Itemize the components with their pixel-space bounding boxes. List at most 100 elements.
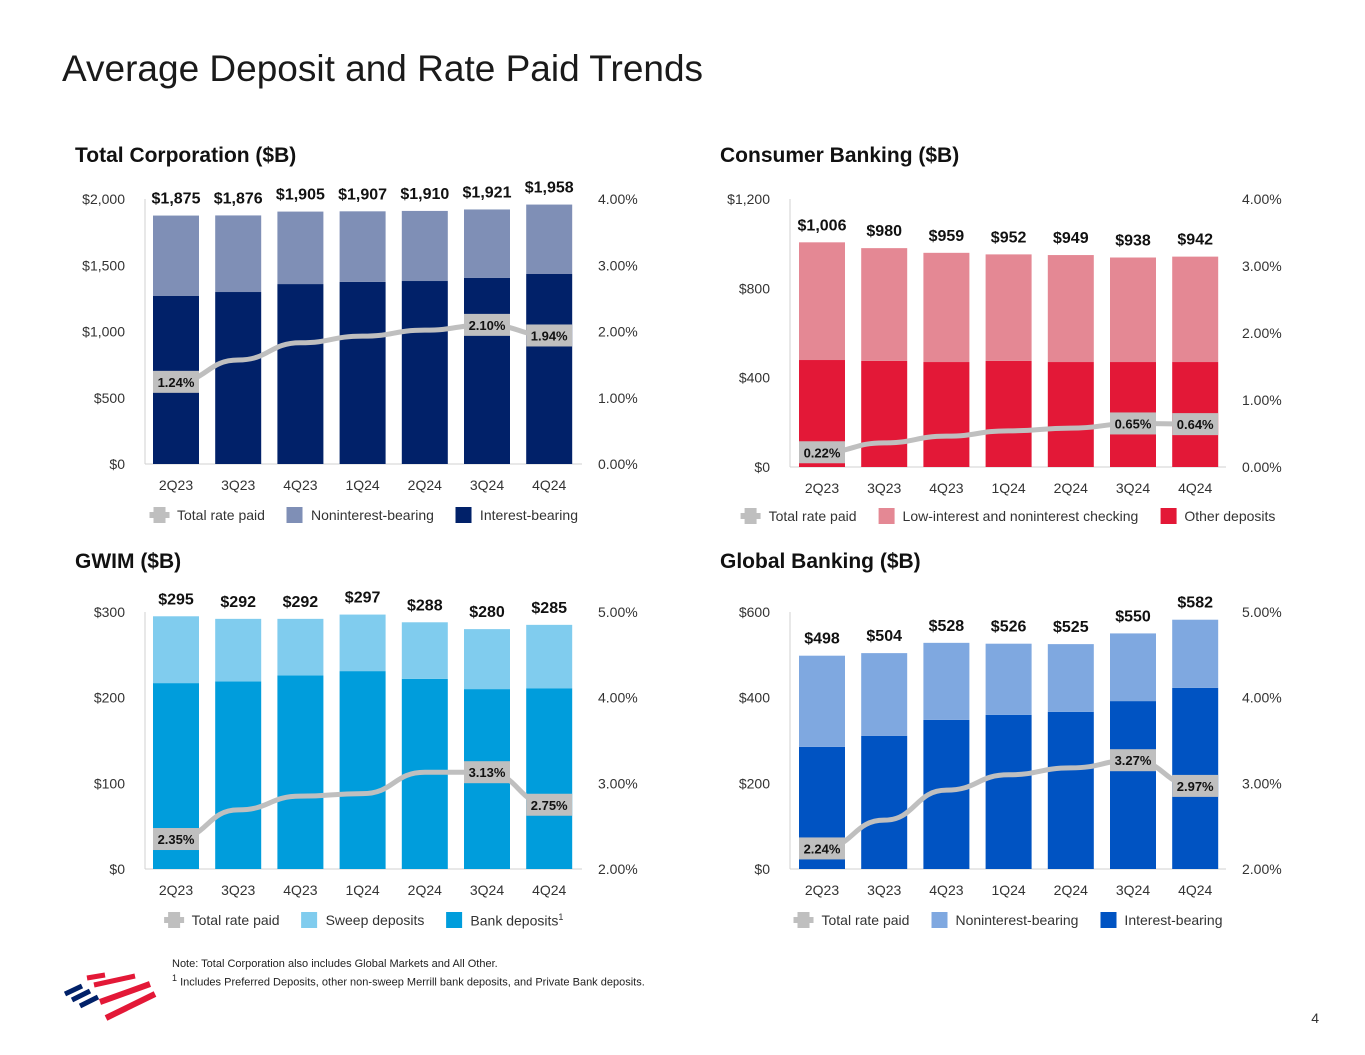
legend-label: Interest-bearing: [479, 507, 578, 523]
legend-swatch: [301, 912, 318, 929]
total-label: $959: [929, 228, 965, 245]
legend: Total rate paid Low-interest and noninter…: [740, 508, 1275, 524]
rate-label-box: [1110, 412, 1156, 435]
bar-noninterest-bearing: [985, 643, 1032, 715]
rate-label: 2.97%: [1177, 779, 1214, 794]
legend-label: Total rate paid: [177, 507, 265, 523]
bar-noninterest-bearing: [401, 210, 448, 282]
total-label: $1,875: [152, 191, 201, 208]
chart-0: $0 $500 $1,000 $1,500 $2,000 0.00% 1.00% 2.00% 3…: [82, 180, 638, 493]
x-tick-label: 2Q23: [805, 882, 839, 898]
bar-noninterest-bearing: [215, 215, 262, 293]
legend-item: Noninterest-bearing: [286, 507, 434, 523]
y2-tick-label: 1.00%: [598, 390, 638, 406]
legend-swatch: [286, 507, 303, 523]
bar-noninterest-bearing: [339, 211, 386, 282]
x-tick-label: 3Q24: [470, 477, 504, 493]
y2-tick-label: 2.00%: [598, 861, 638, 877]
rate-label-box: [526, 324, 573, 347]
y-tick-label: $400: [739, 690, 770, 706]
legend-item: Other deposits: [1160, 508, 1275, 524]
bar-noninterest-bearing: [799, 655, 845, 747]
total-label: $1,006: [798, 217, 847, 234]
rate-label-box: [464, 761, 510, 784]
rate-label: 2.75%: [531, 798, 568, 813]
rate-label-box: [464, 313, 510, 336]
chart-title-global-banking: Global Banking ($B): [720, 550, 921, 573]
note-line-2-text: Includes Preferred Deposits, other non-s…: [180, 976, 645, 989]
bar-bank-deposits: [339, 671, 386, 869]
y-tick-label: $200: [94, 690, 125, 706]
total-label: $526: [991, 619, 1027, 636]
bar-noninterest-bearing: [861, 653, 908, 736]
x-tick-label: 4Q24: [1178, 882, 1212, 898]
y-tick-label: $500: [94, 390, 125, 406]
x-tick-label: 3Q23: [221, 882, 255, 898]
rate-label: 3.13%: [469, 765, 506, 780]
legend-label: Total rate paid: [768, 508, 857, 524]
chart-title-gwim: GWIM ($B): [75, 550, 182, 573]
bar-low-interest-and-noninterest-checking: [1172, 256, 1219, 363]
total-label: $525: [1053, 619, 1089, 636]
chart-2: $0 $100 $200 $300 2.00% 3.00% 4.00% 5.00% $295 2Q…: [94, 590, 638, 898]
bar-noninterest-bearing: [1047, 644, 1094, 712]
y2-tick-label: 3.00%: [1242, 258, 1282, 274]
legend-label: Sweep deposits: [325, 912, 425, 929]
y-tick-label: $400: [739, 370, 770, 386]
chart-title-total-corporation: Total Corporation ($B): [75, 144, 297, 167]
y-tick-label: $0: [109, 861, 125, 877]
rate-label: 0.22%: [804, 445, 841, 460]
y2-tick-label: 4.00%: [598, 191, 638, 207]
y2-tick-label: 0.00%: [1242, 459, 1282, 475]
x-tick-label: 4Q23: [929, 882, 963, 898]
x-tick-label: 2Q24: [1054, 480, 1088, 496]
legend-swatch: [878, 508, 895, 524]
x-tick-label: 4Q24: [532, 882, 566, 898]
rate-label: 0.64%: [1177, 417, 1214, 432]
bar-interest-bearing: [339, 281, 386, 464]
x-tick-label: 4Q23: [929, 480, 963, 496]
bar-other-deposits: [861, 360, 908, 467]
y2-tick-label: 5.00%: [1242, 604, 1282, 620]
x-tick-label: 4Q24: [1178, 480, 1212, 496]
y-tick-label: $800: [739, 280, 770, 296]
bar-other-deposits: [1047, 362, 1094, 467]
bar-interest-bearing: [1110, 701, 1156, 869]
x-tick-label: 2Q24: [408, 882, 442, 898]
y-tick-label: $0: [754, 459, 770, 475]
chart-title-consumer-banking: Consumer Banking ($B): [720, 144, 960, 167]
legend-item: Interest-bearing: [455, 507, 578, 523]
x-tick-label: 3Q24: [470, 882, 504, 898]
bar-other-deposits: [923, 362, 970, 467]
bar-interest-bearing: [861, 735, 908, 869]
bar-noninterest-bearing: [153, 215, 199, 296]
legend-item: Total rate paid: [740, 508, 857, 524]
bar-interest-bearing: [277, 284, 324, 464]
legend-swatch: [446, 912, 463, 929]
y-tick-label: $100: [94, 775, 125, 791]
rate-label-box: [153, 370, 199, 393]
total-label: $504: [866, 628, 902, 645]
x-tick-label: 4Q24: [532, 477, 566, 493]
x-tick-label: 2Q23: [159, 882, 193, 898]
y2-tick-label: 4.00%: [1242, 690, 1282, 706]
y2-tick-label: 1.00%: [1242, 392, 1282, 408]
y2-tick-label: 2.00%: [598, 324, 638, 340]
legend-label: Bank deposits1: [470, 912, 564, 929]
bar-low-interest-and-noninterest-checking: [985, 254, 1032, 361]
total-label: $1,876: [214, 190, 263, 207]
rate-label: 3.27%: [1115, 753, 1152, 768]
x-tick-label: 1Q24: [345, 882, 379, 898]
bar-noninterest-bearing: [464, 209, 510, 278]
y-tick-label: $2,000: [82, 191, 125, 207]
total-label: $498: [804, 631, 840, 648]
bar-low-interest-and-noninterest-checking: [923, 252, 970, 363]
legend-label: Low-interest and noninterest checking: [902, 508, 1139, 524]
page-title: Average Deposit and Rate Paid Trends: [62, 48, 704, 89]
bar-noninterest-bearing: [526, 204, 573, 274]
legend-swatch: [455, 507, 472, 523]
y2-tick-label: 0.00%: [598, 456, 638, 472]
y2-tick-label: 3.00%: [1242, 775, 1282, 791]
